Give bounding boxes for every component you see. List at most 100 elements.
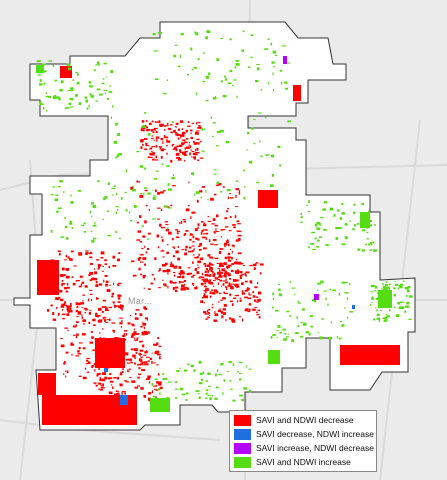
patch-decrease <box>125 358 129 361</box>
patch-decrease <box>81 306 83 309</box>
patch-decrease <box>236 300 239 303</box>
patch-decrease <box>196 138 200 141</box>
patch-decrease <box>145 251 148 254</box>
patch-decrease <box>61 283 63 287</box>
patch-increase <box>316 221 320 225</box>
patch-increase <box>368 243 371 246</box>
patch-decrease <box>256 301 259 303</box>
patch-increase <box>384 287 389 290</box>
patch-increase <box>294 332 299 335</box>
patch-decrease <box>120 306 123 310</box>
patch-decrease <box>105 283 108 287</box>
patch-decrease <box>151 390 154 394</box>
patch-increase <box>374 224 376 226</box>
patch-decrease <box>222 312 226 315</box>
patch-decrease <box>252 291 255 294</box>
patch-increase <box>272 298 275 300</box>
patch-increase <box>378 319 380 323</box>
patch-decrease <box>103 279 105 283</box>
patch-decrease <box>221 311 224 314</box>
patch-increase <box>399 283 404 286</box>
patch-decrease <box>139 349 144 352</box>
patch-increase <box>277 325 281 328</box>
patch-increase <box>45 95 49 98</box>
patch-decrease <box>176 145 180 148</box>
patch-decrease <box>197 223 200 226</box>
patch-increase <box>248 389 251 393</box>
patch-increase <box>388 283 391 286</box>
patch-decrease <box>222 229 226 231</box>
patch-decrease <box>151 120 154 123</box>
patch-decrease <box>238 192 241 195</box>
patch-increase <box>57 186 61 188</box>
patch-increase <box>384 316 388 320</box>
patch-decrease <box>209 273 212 277</box>
patch-decrease <box>100 256 104 259</box>
patch-decrease <box>101 306 106 308</box>
patch-decrease <box>66 370 69 374</box>
patch-increase <box>77 190 82 192</box>
patch-decrease <box>231 319 236 323</box>
patch-decrease <box>95 315 98 317</box>
patch-decrease <box>106 289 111 293</box>
patch-decrease <box>95 338 125 368</box>
patch-decrease <box>57 312 60 316</box>
patch-increase <box>207 372 211 376</box>
patch-decrease <box>130 348 134 351</box>
patch-decrease <box>216 262 221 264</box>
patch-decrease <box>228 256 232 259</box>
patch-decrease <box>142 143 144 146</box>
patch-increase <box>344 223 348 226</box>
patch-decrease <box>164 262 168 266</box>
patch-increase <box>218 373 222 376</box>
patch-increase <box>91 215 93 217</box>
patch-decrease <box>201 236 206 239</box>
patch-increase <box>174 44 178 46</box>
patch-increase <box>382 288 385 291</box>
patch-increase <box>196 92 198 96</box>
patch-increase <box>349 283 351 286</box>
patch-increase <box>289 280 291 283</box>
patch-increase <box>317 332 320 334</box>
patch-decrease <box>165 224 169 226</box>
patch-decrease <box>239 276 242 280</box>
patch-decrease <box>166 138 168 141</box>
patch-increase <box>308 246 310 249</box>
patch-savi-decrease-ndwi-increase <box>104 368 108 372</box>
patch-increase <box>96 88 101 91</box>
patch-decrease <box>191 211 196 214</box>
patch-decrease <box>192 140 195 143</box>
patch-increase <box>276 329 279 332</box>
patch-increase <box>161 163 164 166</box>
patch-decrease <box>116 258 120 262</box>
patch-decrease <box>194 256 198 259</box>
patch-increase <box>42 106 45 110</box>
patch-decrease <box>155 389 159 391</box>
patch-decrease <box>175 229 179 231</box>
patch-decrease <box>155 396 157 398</box>
patch-decrease <box>234 215 237 219</box>
patch-increase <box>250 34 254 37</box>
patch-decrease <box>140 273 143 276</box>
patch-decrease <box>218 264 223 268</box>
patch-increase <box>194 32 197 35</box>
patch-decrease <box>228 259 232 262</box>
patch-increase <box>97 180 100 183</box>
patch-decrease <box>152 158 155 161</box>
patch-increase <box>208 385 211 388</box>
patch-decrease <box>196 130 200 132</box>
patch-decrease <box>109 380 114 383</box>
patch-decrease <box>203 233 207 235</box>
patch-decrease <box>82 319 87 322</box>
patch-increase <box>256 67 260 71</box>
patch-decrease <box>188 142 191 144</box>
patch-decrease <box>172 271 176 274</box>
patch-increase <box>360 212 370 228</box>
patch-decrease <box>84 312 87 314</box>
patch-decrease <box>259 263 264 266</box>
patch-increase <box>109 85 112 87</box>
patch-decrease <box>150 282 154 285</box>
patch-decrease <box>192 261 194 264</box>
patch-decrease <box>52 259 54 261</box>
